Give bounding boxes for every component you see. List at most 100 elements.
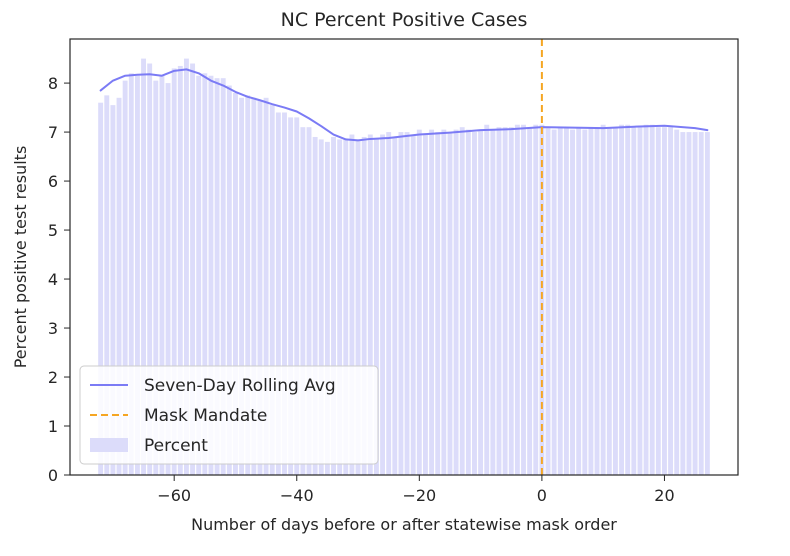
bar — [257, 100, 263, 476]
x-tick-label: 0 — [537, 486, 547, 505]
bar-series — [98, 58, 710, 476]
bar — [502, 127, 508, 476]
bar — [704, 132, 710, 475]
y-axis-label: Percent positive test results — [11, 146, 30, 369]
bar — [343, 139, 349, 475]
bar — [318, 139, 324, 475]
legend-box — [79, 365, 379, 465]
bar — [361, 136, 367, 476]
bar — [698, 132, 704, 475]
bar — [453, 129, 459, 475]
bar — [631, 127, 637, 476]
bar — [435, 132, 441, 475]
bar — [183, 58, 189, 475]
bar — [337, 139, 343, 475]
bar — [367, 134, 373, 475]
rolling-average-line — [99, 68, 709, 142]
x-tick-label: −20 — [402, 486, 436, 505]
bar — [134, 75, 140, 476]
plot-frame — [69, 38, 739, 476]
y-tick-label: 7 — [48, 123, 58, 142]
y-tick-label: 2 — [48, 368, 58, 387]
y-tick-label: 5 — [48, 221, 58, 240]
bar — [674, 129, 680, 475]
bar — [233, 92, 238, 475]
x-axis-label: Number of days before or after statewise… — [191, 515, 617, 534]
bar — [104, 95, 110, 475]
bar — [380, 134, 385, 475]
bar — [692, 132, 698, 475]
bar — [668, 127, 674, 476]
bar — [110, 105, 116, 475]
y-tick-label: 3 — [48, 319, 58, 338]
legend-label-rolling-avg: Seven-Day Rolling Avg — [144, 376, 336, 396]
bar — [165, 83, 171, 475]
y-tick-label: 4 — [48, 270, 58, 289]
bar — [171, 68, 177, 475]
bar — [447, 132, 453, 475]
bar — [263, 97, 269, 475]
bar — [545, 127, 551, 476]
y-tick-label: 0 — [48, 466, 58, 485]
bar — [600, 124, 606, 475]
bar — [570, 129, 575, 475]
bar — [625, 124, 631, 475]
bar — [649, 124, 655, 475]
bar — [551, 129, 557, 475]
bar — [619, 124, 625, 475]
y-tick-label: 6 — [48, 172, 58, 191]
bar — [306, 127, 312, 476]
bar — [472, 132, 477, 475]
bar — [680, 132, 686, 475]
bar — [429, 129, 435, 475]
bar — [563, 127, 569, 476]
legend-label-mask-mandate: Mask Mandate — [144, 406, 267, 426]
bar — [606, 127, 612, 476]
bar — [416, 129, 422, 475]
bar — [208, 75, 214, 476]
bar — [226, 85, 232, 475]
legend: Seven-Day Rolling Avg Mask Mandate Perce… — [79, 365, 379, 465]
bar — [484, 124, 490, 475]
bar — [508, 127, 514, 476]
bar — [410, 134, 416, 475]
bar — [478, 129, 484, 475]
bar — [392, 136, 398, 476]
bar — [251, 97, 257, 475]
bar — [490, 129, 496, 475]
bar — [324, 141, 330, 475]
bar — [214, 78, 220, 475]
bar — [239, 97, 245, 475]
bar — [153, 80, 159, 475]
bar — [275, 112, 281, 475]
bar — [294, 117, 300, 475]
x-axis-ticks: −60 −40 −20 0 20 — [157, 475, 675, 505]
bar — [582, 129, 588, 475]
bar — [557, 127, 563, 476]
bar — [349, 134, 355, 475]
bar — [612, 127, 618, 476]
legend-bar-swatch — [90, 438, 128, 452]
bar — [637, 127, 643, 476]
bar — [465, 129, 471, 475]
bar — [190, 63, 196, 476]
bar — [300, 127, 306, 476]
bar — [496, 127, 502, 476]
legend-label-percent: Percent — [144, 436, 208, 456]
bar — [98, 102, 104, 475]
chart-title: NC Percent Positive Cases — [281, 9, 528, 31]
bar — [594, 127, 600, 476]
x-tick-label: −40 — [280, 486, 314, 505]
bar — [655, 127, 661, 476]
bar — [147, 63, 153, 476]
bar — [533, 124, 539, 475]
bar — [282, 112, 287, 475]
bar — [312, 136, 318, 476]
bar — [269, 105, 275, 475]
y-tick-label: 1 — [48, 417, 58, 436]
bar — [576, 127, 582, 476]
bar — [521, 124, 526, 475]
bar — [331, 136, 336, 476]
bar — [122, 80, 128, 475]
